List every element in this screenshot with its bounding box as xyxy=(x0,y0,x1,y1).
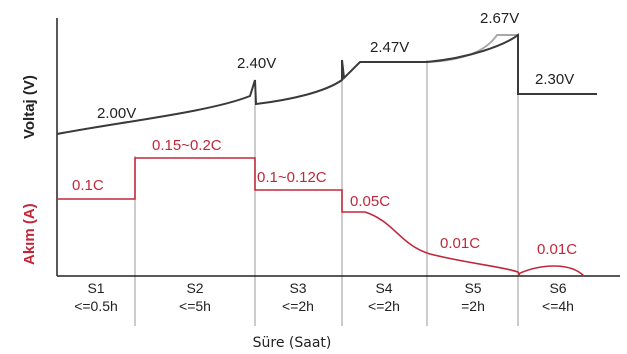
current-label: 0.01C xyxy=(537,241,577,258)
stage-name: S6 xyxy=(549,280,566,296)
voltage-label: 2.47V xyxy=(370,39,409,56)
voltage-label: 2.67V xyxy=(480,10,519,27)
current-label: 0.01C xyxy=(440,235,480,252)
current-label: 0.1C xyxy=(72,177,104,194)
y-axis-label-voltage: Voltaj (V) xyxy=(21,75,38,139)
stage-name: S5 xyxy=(464,280,481,296)
axes xyxy=(56,18,620,277)
stage-duration: =2h xyxy=(461,298,485,314)
current-label: 0.15~0.2C xyxy=(152,137,222,154)
voltage-label: 2.40V xyxy=(237,55,276,72)
current-label: 0.05C xyxy=(350,193,390,210)
voltage-label: 2.00V xyxy=(97,105,136,122)
stage-duration: <=5h xyxy=(179,298,211,314)
stage-name: S4 xyxy=(375,280,392,296)
voltage-line-alt xyxy=(426,34,518,63)
voltage-line xyxy=(56,32,597,135)
stage-duration: <=4h xyxy=(542,298,574,314)
current-labels: 0.1C 0.15~0.2C 0.1~0.12C 0.05C 0.01C 0.0… xyxy=(72,137,577,258)
stage-name: S3 xyxy=(289,280,306,296)
current-line xyxy=(57,157,521,277)
stage-name: S1 xyxy=(87,280,104,296)
stage-duration: <=2h xyxy=(368,298,400,314)
voltage-series xyxy=(56,32,597,135)
current-label: 0.1~0.12C xyxy=(257,169,327,186)
voltage-labels: 2.00V 2.40V 2.47V 2.67V 2.30V xyxy=(97,10,574,122)
stage-duration: <=0.5h xyxy=(74,298,118,314)
stage-duration: <=2h xyxy=(282,298,314,314)
current-series xyxy=(57,157,585,277)
voltage-label: 2.30V xyxy=(535,71,574,88)
stage-name: S2 xyxy=(186,280,203,296)
y-axis-label-current: Akım (A) xyxy=(21,203,38,265)
x-axis-label: Süre (Saat) xyxy=(253,335,332,351)
current-line-s6 xyxy=(517,265,585,277)
stage-labels: S1 <=0.5h S2 <=5h S3 <=2h S4 <=2h S5 =2h… xyxy=(74,280,574,314)
